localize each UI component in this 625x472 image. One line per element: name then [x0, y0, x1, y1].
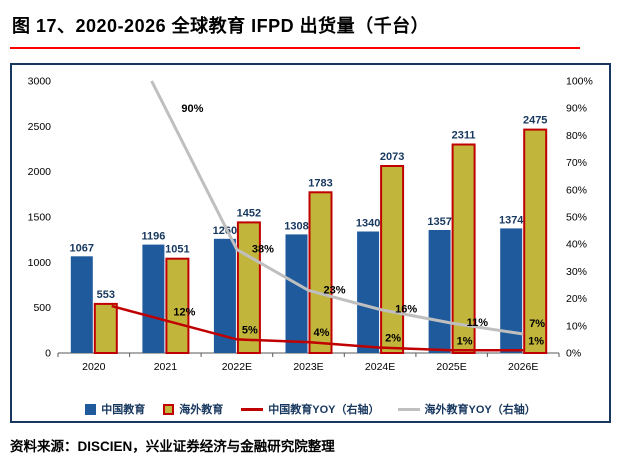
legend-item-overseas-bar: 海外教育 [163, 401, 223, 417]
overseas-bar-label-2025E: 2311 [452, 130, 476, 142]
china-bar-2020 [70, 256, 93, 353]
china-yoy-label-2022E: 5% [242, 324, 258, 336]
x-axis-label: 2021 [154, 361, 178, 373]
left-axis-tick: 1000 [28, 257, 52, 269]
china-bar-2022E [213, 238, 236, 353]
china-yoy-label-2024E: 2% [385, 333, 401, 345]
china-bar-label-2026E: 1374 [499, 214, 524, 226]
chart-svg: 0 500 1000 1500 2000 2500 3000 0% 10% 20% 30% 40% 50… [28, 76, 593, 374]
x-axis-label: 2022E [222, 361, 252, 373]
legend-label-overseas-yoy: 海外教育YOY（右轴） [424, 404, 536, 416]
china-yoy-label-2023E: 4% [314, 327, 330, 339]
legend-label-china-bar: 中国教育 [101, 404, 146, 416]
china-yoy-line-swatch [241, 407, 264, 411]
overseas-bar-2021 [165, 257, 190, 354]
china-bar-2024E [357, 231, 380, 353]
left-axis-tick: 2500 [28, 121, 52, 133]
right-axis-tick: 60% [566, 184, 587, 196]
x-axis-label: 2026E [508, 361, 538, 373]
overseas-bar-label-2026E: 2475 [523, 115, 547, 127]
x-axis-label: 2020 [82, 361, 106, 373]
overseas-bar-label-2024E: 2073 [380, 151, 404, 163]
chart-legend: 中国教育 海外教育 中国教育YOY（右轴） 海外教育YOY（右轴） [12, 397, 609, 421]
overseas-yoy-label-2023E: 23% [324, 284, 346, 296]
china-yoy-line [111, 304, 524, 352]
overseas-bar-2020 [93, 302, 118, 354]
report-figure-page: 图 17、2020-2026 全球教育 IFPD 出货量（千台） 0 500 100… [0, 12, 625, 455]
china-bar-label-2025E: 1357 [427, 216, 451, 228]
china-bar-2023E [285, 234, 308, 353]
legend-item-overseas-yoy: 海外教育YOY（右轴） [397, 401, 536, 417]
overseas-bar-label-2023E: 1783 [308, 177, 332, 189]
right-axis-tick: 20% [566, 293, 587, 305]
overseas-yoy-label-2025E: 11% [467, 317, 489, 329]
china-bar-swatch [85, 403, 97, 415]
right-axis-tick: 50% [566, 212, 587, 224]
right-axis-tick: 80% [566, 130, 587, 142]
right-axis-tick: 100% [566, 76, 593, 88]
overseas-bar-2025E [451, 143, 476, 354]
legend-item-china-bar: 中国教育 [85, 401, 145, 417]
left-axis-tick: 3000 [28, 76, 52, 88]
china-bar-label-2023E: 1308 [284, 220, 308, 232]
china-yoy-label-2025E: 1% [457, 335, 473, 347]
china-bar-label-2024E: 1340 [356, 218, 380, 230]
chart-frame: 0 500 1000 1500 2000 2500 3000 0% 10% 20% 30% 40% 50… [10, 63, 611, 423]
overseas-yoy-label-2022E: 38% [252, 244, 274, 256]
legend-label-china-yoy: 中国教育YOY（右轴） [268, 404, 380, 416]
china-bar-label-2021: 1196 [141, 231, 165, 243]
overseas-bar-2022E [236, 221, 261, 354]
x-axis-label: 2024E [365, 361, 395, 373]
china-bar-2025E [428, 230, 451, 353]
legend-label-overseas-bar: 海外教育 [179, 404, 224, 416]
overseas-yoy-label-2021: 90% [181, 103, 203, 115]
overseas-yoy-line-swatch [397, 407, 420, 411]
overseas-bar-label-2022E: 1452 [237, 207, 261, 219]
china-bar-label-2022E: 1260 [213, 225, 237, 237]
chart-plot-area: 0 500 1000 1500 2000 2500 3000 0% 10% 20% 30% 40% 50… [12, 65, 609, 397]
china-bar-2026E [500, 228, 523, 353]
legend-item-china-yoy: 中国教育YOY（右轴） [241, 401, 380, 417]
overseas-bar-label-2020: 553 [97, 289, 115, 301]
left-axis-tick: 2000 [28, 166, 52, 178]
china-bar-2021 [142, 244, 165, 353]
right-axis-tick: 10% [566, 320, 587, 332]
china-bar-label-2020: 1067 [70, 242, 94, 254]
figure-title-text: 图 17、2020-2026 全球教育 IFPD 出货量（千台） [12, 16, 430, 36]
left-axis-tick: 0 [45, 348, 51, 360]
overseas-yoy-label-2024E: 16% [395, 304, 417, 316]
x-axis-label: 2023E [293, 361, 323, 373]
right-axis-tick: 90% [566, 103, 587, 115]
china-yoy-label-2026E: 1% [528, 335, 544, 347]
overseas-yoy-line [150, 80, 524, 336]
right-axis-tick: 30% [566, 266, 587, 278]
right-axis-tick: 70% [566, 157, 587, 169]
figure-title: 图 17、2020-2026 全球教育 IFPD 出货量（千台） [10, 12, 580, 49]
china-yoy-label-2021: 12% [173, 306, 195, 318]
overseas-bar-swatch [163, 403, 175, 415]
overseas-bar-2026E [523, 128, 548, 354]
overseas-bar-2023E [308, 191, 333, 354]
left-axis-tick: 1500 [28, 212, 52, 224]
overseas-yoy-label-2026E: 7% [529, 318, 545, 330]
source-note: 资料来源：DISCIEN，兴业证券经济与金融研究院整理 [10, 439, 335, 454]
left-axis-tick: 500 [33, 302, 51, 314]
right-axis-tick: 0% [566, 348, 581, 360]
overseas-bar-2024E [380, 165, 405, 354]
x-axis-label: 2025E [436, 361, 466, 373]
right-axis-tick: 40% [566, 239, 587, 251]
overseas-bar-label-2021: 1051 [165, 244, 189, 256]
